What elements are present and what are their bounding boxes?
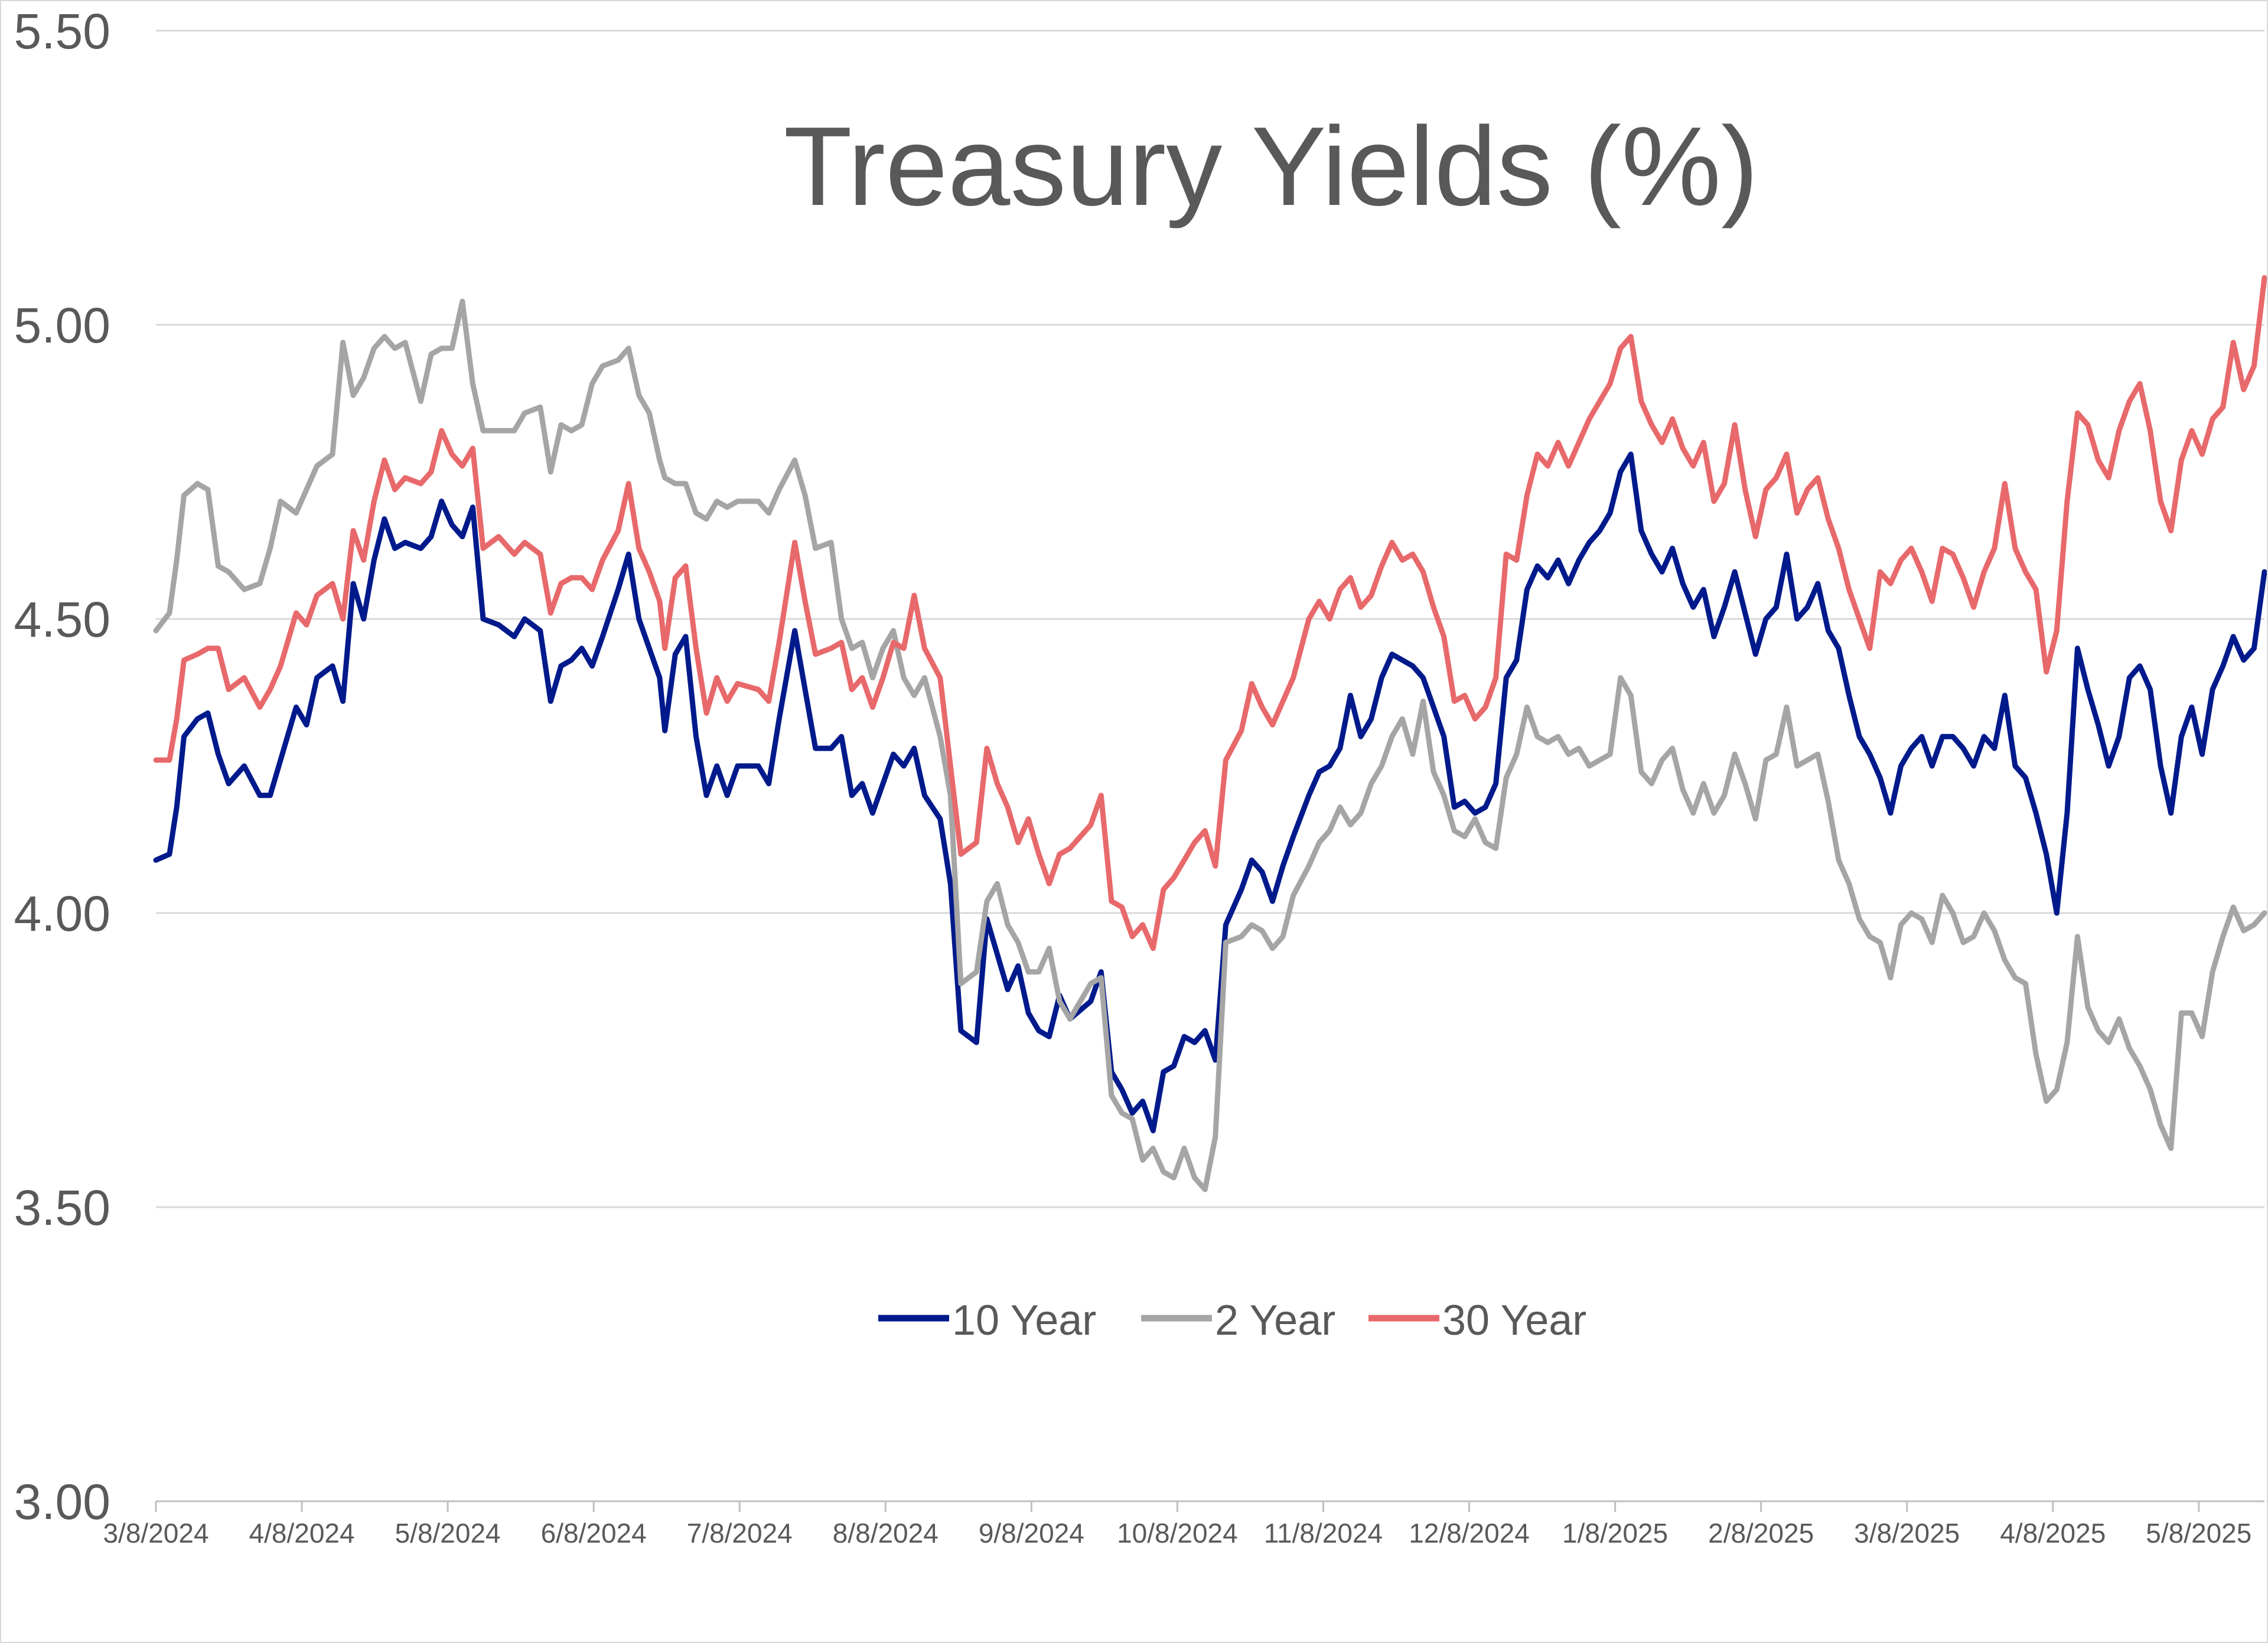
legend-label: 30 Year	[1442, 1297, 1586, 1344]
y-tick-label: 5.50	[14, 4, 111, 59]
y-axis-tick-labels: 3.00 3.50 4.00 4.50 5.00 5.50	[14, 4, 111, 1530]
x-tick-label: 11/8/2024	[1264, 1518, 1383, 1549]
x-tick-label: 1/8/2025	[1562, 1518, 1668, 1549]
y-tick-label: 4.00	[14, 886, 111, 941]
x-tick-label: 7/8/2024	[687, 1518, 793, 1549]
series-line-30-year	[153, 275, 2267, 951]
x-tick-label: 3/8/2025	[1854, 1518, 1960, 1549]
x-tick-label: 9/8/2024	[979, 1518, 1084, 1549]
y-tick-label: 4.50	[14, 592, 111, 647]
series-line-2-year	[153, 298, 2267, 1192]
x-tick-label: 4/8/2025	[2000, 1518, 2106, 1549]
x-tick-label: 6/8/2024	[541, 1518, 647, 1549]
y-tick-label: 3.00	[14, 1474, 111, 1530]
x-axis-tick-labels: 3/8/2024 4/8/2024 5/8/2024 6/8/2024 7/8/2024…	[103, 1518, 2251, 1549]
x-tick-label: 12/8/2024	[1409, 1518, 1530, 1549]
series-line-10-year	[153, 451, 2267, 1133]
y-tick-label: 3.50	[14, 1180, 111, 1235]
x-tick-label: 10/8/2024	[1117, 1518, 1238, 1549]
legend-item: 30 Year	[1368, 1297, 1586, 1344]
legend-label: 10 Year	[952, 1297, 1096, 1344]
legend: 10 Year 2 Year 30 Year	[878, 1297, 1586, 1344]
x-tick-label: 3/8/2024	[103, 1518, 208, 1549]
x-tick-label: 4/8/2024	[249, 1518, 355, 1549]
x-tick-label: 5/8/2024	[395, 1518, 501, 1549]
legend-item: 10 Year	[878, 1297, 1096, 1344]
chart-title: Treasury Yields (%)	[784, 104, 1759, 229]
x-axis	[155, 1500, 2264, 1512]
legend-item: 2 Year	[1141, 1297, 1335, 1344]
legend-label: 2 Year	[1215, 1297, 1335, 1344]
y-tick-label: 5.00	[14, 298, 111, 353]
x-tick-label: 5/8/2025	[2146, 1518, 2251, 1549]
x-tick-label: 8/8/2024	[833, 1518, 939, 1549]
x-tick-label: 2/8/2025	[1708, 1518, 1814, 1549]
series-lines	[153, 275, 2267, 1192]
